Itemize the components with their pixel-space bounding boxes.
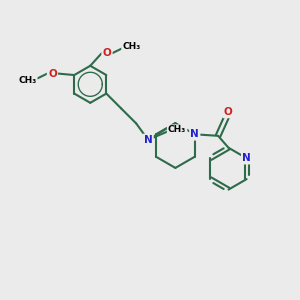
Text: N: N <box>144 135 152 145</box>
Text: CH₃: CH₃ <box>122 42 141 51</box>
Text: CH₃: CH₃ <box>18 76 37 85</box>
Text: N: N <box>242 153 251 163</box>
Text: O: O <box>103 48 111 58</box>
Text: O: O <box>48 69 57 79</box>
Text: N: N <box>190 129 199 139</box>
Text: CH₃: CH₃ <box>168 125 186 134</box>
Text: O: O <box>224 107 232 117</box>
